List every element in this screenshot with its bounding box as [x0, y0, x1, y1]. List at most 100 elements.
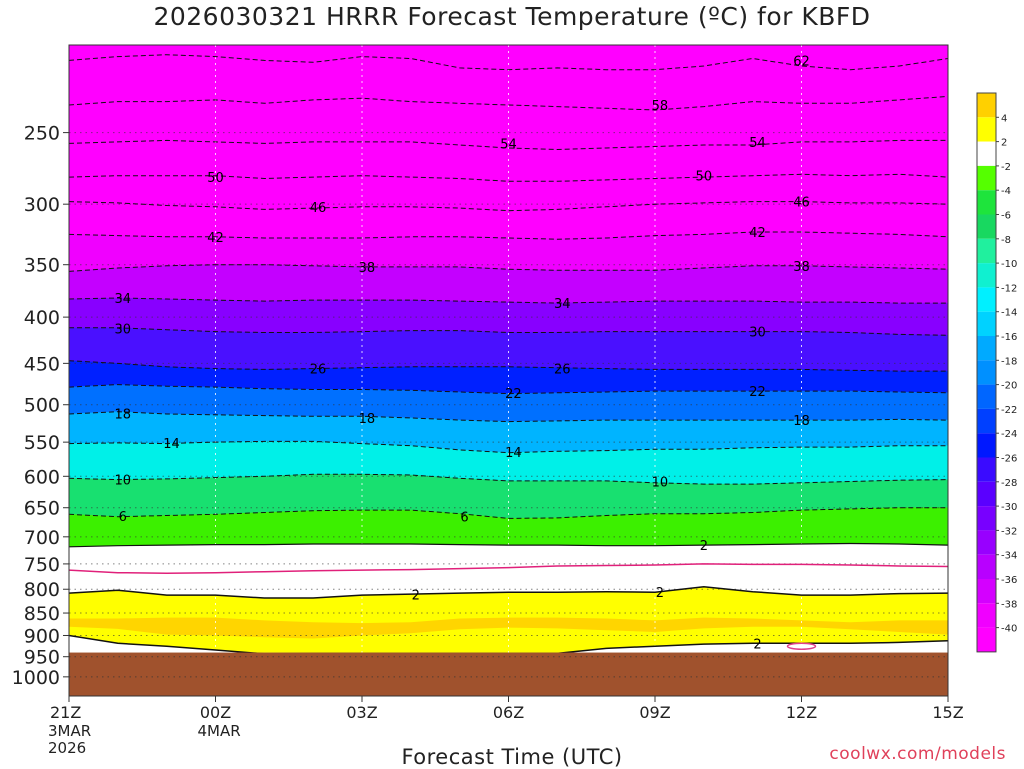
colorbar-swatch-20 [977, 579, 996, 604]
fill-band-near-zero-upper [69, 543, 948, 574]
colorbar-label-18: -34 [1001, 551, 1017, 562]
warm-core-band-0 [69, 617, 948, 639]
contour-label-22: 18 [793, 414, 810, 429]
contour-label-15: 30 [749, 326, 766, 341]
contour-label-29: 2 [700, 539, 708, 554]
colorbar-label-16: -30 [1001, 502, 1017, 513]
contour-label-20: 18 [114, 407, 131, 422]
colorbar-swatch-11 [977, 360, 996, 385]
colorbar-swatch-6 [977, 238, 996, 264]
ground-surface-fill [69, 652, 948, 696]
x-tick-label-15: 12Z [786, 703, 817, 722]
contour-6 [69, 507, 948, 519]
colorbar-label-3: -4 [1001, 186, 1011, 197]
x-tick-sub-0-1: 2026 [48, 739, 86, 757]
y-axis: 2503003504004505005506006507007508008509… [12, 123, 69, 689]
colorbar-label-17: -32 [1001, 526, 1017, 537]
colorbar-label-1: 2 [1001, 138, 1007, 149]
x-tick-label-12: 09Z [639, 703, 670, 722]
contour-22 [69, 384, 948, 395]
contour-minus2-lower [69, 586, 948, 599]
contour-38 [69, 264, 948, 272]
warm-bands [69, 617, 948, 639]
colorbar-label-20: -38 [1001, 599, 1017, 610]
colorbar-label-5: -8 [1001, 235, 1011, 246]
contour-label-24: 14 [505, 446, 522, 461]
contour-42 [69, 231, 948, 240]
colorbar-label-21: -40 [1001, 624, 1017, 635]
contour-50 [69, 173, 948, 182]
contour-label-8: 42 [207, 231, 224, 246]
colorbar-swatch-22 [977, 627, 996, 652]
contour-label-18: 22 [505, 387, 522, 402]
y-tick-label-350: 350 [24, 255, 60, 277]
colorbar-label-7: -12 [1001, 283, 1017, 294]
colorbar-label-2: -2 [1001, 162, 1011, 173]
x-tick-sub-3-0: 4MAR [198, 722, 241, 740]
y-tick-label-450: 450 [24, 353, 60, 375]
contour-30 [69, 327, 948, 336]
x-tick-sub-0-0: 3MAR [48, 722, 91, 740]
contour-label-0: 62 [793, 54, 810, 69]
contour-zero-line [69, 563, 948, 574]
chart-title: 2026030321 HRRR Forecast Temperature (ºC… [153, 2, 871, 31]
y-tick-label-550: 550 [24, 432, 60, 454]
contour-14 [69, 440, 948, 454]
x-tick-label-0: 21Z [50, 703, 81, 722]
colorbar-swatch-2 [977, 141, 996, 166]
colorbar-swatch-1 [977, 117, 996, 142]
contour-label-10: 38 [359, 261, 376, 276]
y-tick-label-900: 900 [24, 625, 60, 647]
contour-label-19: 22 [749, 385, 766, 400]
contour-label-32: 2 [753, 637, 761, 652]
colorbar-swatch-5 [977, 214, 996, 239]
contour-46 [69, 201, 948, 212]
colorbar-swatch-8 [977, 287, 996, 312]
contour-label-1: 58 [652, 99, 669, 114]
colorbar-swatch-13 [977, 408, 996, 434]
colorbar-swatch-9 [977, 311, 996, 336]
contour-label-5: 50 [696, 170, 713, 185]
isotherm-contours [69, 54, 948, 655]
fill-band-surface-layer [69, 635, 948, 654]
ground-surface [69, 652, 948, 696]
colorbar-swatch-18 [977, 530, 996, 555]
colorbar-label-10: -18 [1001, 356, 1017, 367]
y-tick-label-650: 650 [24, 498, 60, 520]
colorbar-label-15: -28 [1001, 478, 1017, 489]
y-tick-label-850: 850 [24, 603, 60, 625]
y-tick-label-500: 500 [24, 395, 60, 417]
colorbar-swatch-21 [977, 603, 996, 628]
colorbar-swatch-14 [977, 433, 996, 458]
colorbar-swatch-16 [977, 481, 996, 507]
contour-label-21: 18 [359, 412, 376, 427]
contour-label-17: 26 [554, 363, 571, 378]
colorbar-swatch-4 [977, 190, 996, 215]
colorbar-label-9: -16 [1001, 332, 1017, 343]
contour-26 [69, 360, 948, 372]
contour-small-loop [786, 642, 817, 650]
colorbar-label-0: 4 [1001, 113, 1007, 124]
colorbar-label-6: -10 [1001, 259, 1017, 270]
colorbar-swatch-0 [977, 93, 996, 118]
contour-label-14: 30 [114, 323, 131, 338]
colorbar-swatch-7 [977, 263, 996, 288]
x-axis-title: Forecast Time (UTC) [401, 745, 623, 769]
x-tick-label-9: 06Z [493, 703, 524, 722]
contour-label-16: 26 [310, 363, 327, 378]
contour-label-25: 10 [114, 474, 131, 489]
colorbar-swatch-17 [977, 506, 996, 531]
contour-54 [69, 139, 948, 151]
contour-label-2: 54 [500, 137, 517, 152]
x-tick-label-3: 00Z [200, 703, 231, 722]
contour-label-30: 2 [412, 589, 420, 604]
contour-label-12: 34 [114, 292, 131, 307]
colorbar-swatch-10 [977, 336, 996, 361]
contour-label-6: 46 [310, 201, 327, 216]
y-tick-label-300: 300 [24, 194, 60, 216]
colorbar-swatch-3 [977, 165, 996, 191]
y-tick-label-800: 800 [24, 579, 60, 601]
contour-label-9: 42 [749, 226, 766, 241]
